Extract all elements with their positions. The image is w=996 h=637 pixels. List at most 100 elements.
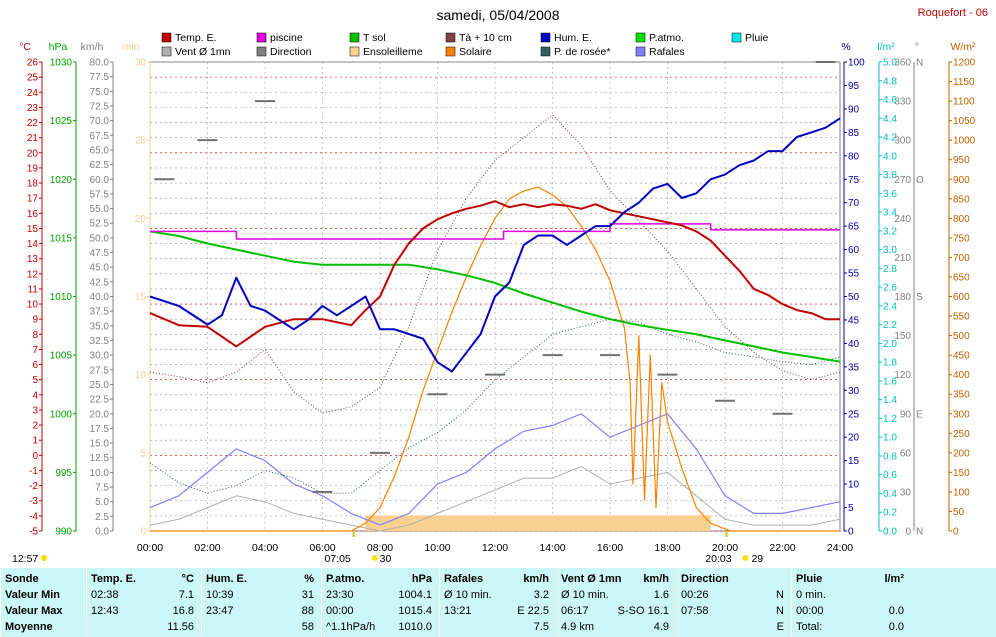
- dir-tick-label: 90: [900, 409, 912, 420]
- x-tick-label: 22:00: [769, 542, 795, 554]
- weather-chart: samedi, 05/04/2008 Roquefort - 06 Temp. E.…: [12, 7, 988, 565]
- summary-column: Sonde Valeur Min Valeur Max Moyenne: [0, 568, 87, 637]
- wind-tick-label: 37.5: [90, 307, 110, 318]
- summary-unit: km/h: [523, 573, 549, 585]
- wind-tick-label: 42.5: [90, 277, 110, 288]
- hum-tick-label: 45: [848, 315, 860, 326]
- summary-unit: hPa: [411, 573, 432, 585]
- legend-swatch: [161, 32, 172, 43]
- summary-header: Vent Ø 1mn: [561, 573, 622, 585]
- summary-time: Ø 10 min.: [444, 589, 492, 601]
- rain-tick-label: 0.4: [883, 489, 897, 500]
- legend-label: Temp. E.: [175, 32, 216, 44]
- press-tick-label: 1010: [50, 292, 73, 303]
- summary-value: 1015.4: [398, 605, 432, 617]
- summary-time: 23:47: [206, 605, 234, 617]
- solar-tick-label: 900: [953, 175, 970, 186]
- temp-tick-label: 4: [32, 390, 38, 401]
- solar-tick-label: 250: [953, 429, 970, 440]
- hum-tick-label: 50: [848, 292, 860, 303]
- solar-tick-label: 850: [953, 194, 970, 205]
- legend-label: Tà + 10 cm: [459, 32, 512, 44]
- legend-label: Vent Ø 1mn: [175, 46, 231, 58]
- dir-tick-label: 60: [900, 448, 912, 459]
- wind-tick-label: 45.0: [90, 263, 110, 274]
- summary-time: 02:38: [91, 589, 119, 601]
- temp-tick-label: 7: [32, 345, 38, 356]
- hum-tick-label: 15: [848, 456, 860, 467]
- x-tick-label: 20:00: [712, 542, 738, 554]
- temp-tick-label: 25: [27, 73, 39, 84]
- dir-letter-label: N: [916, 58, 923, 69]
- summary-time: Ø 10 min.: [561, 589, 609, 601]
- wind-tick-label: 30.0: [90, 351, 110, 362]
- solar-tick-label: 650: [953, 272, 970, 283]
- series-line-rafales: [149, 413, 841, 526]
- summary-header: Direction: [681, 573, 729, 585]
- wind-tick-label: 67.5: [90, 131, 110, 142]
- x-tick-label: 12:00: [482, 542, 508, 554]
- min-tick-label: 30: [135, 58, 147, 69]
- solar-tick-label: 350: [953, 390, 970, 401]
- wind-tick-label: 25.0: [90, 380, 110, 391]
- press-tick-label: 995: [55, 468, 72, 479]
- hum-tick-label: 75: [848, 175, 860, 186]
- summary-value: 7.5: [533, 621, 549, 633]
- hum-tick-label: 5: [848, 503, 854, 514]
- dir-tick-label: 240: [894, 214, 911, 225]
- wind-tick-label: 27.5: [90, 365, 110, 376]
- legend-label: T sol: [363, 32, 386, 44]
- summary-table: Sonde Valeur Min Valeur Max Moyenne Temp. E.…: [0, 568, 996, 637]
- min-tick-label: 15: [135, 292, 147, 303]
- summary-row-label: Valeur Min: [5, 589, 61, 601]
- x-tick-label: 06:00: [309, 542, 335, 554]
- solar-tick-label: 300: [953, 409, 970, 420]
- rain-tick-label: 0.2: [883, 508, 897, 519]
- hum-tick-label: 90: [848, 104, 860, 115]
- dir-tick-label: 120: [894, 370, 911, 381]
- rain-tick-label: 3.6: [883, 189, 897, 200]
- hum-tick-label: 25: [848, 409, 860, 420]
- temp-tick-label: 2: [32, 421, 38, 432]
- temp-tick-label: -1: [29, 466, 38, 477]
- x-tick-label: 14:00: [539, 542, 565, 554]
- rain-tick-label: 2.6: [883, 283, 897, 294]
- press-tick-label: 1030: [50, 58, 73, 69]
- rain-tick-label: 2.2: [883, 320, 897, 331]
- rain-tick-label: 1.2: [883, 414, 897, 425]
- rain-tick-label: 0.6: [883, 470, 897, 481]
- rain-unit-label: l/m²: [877, 41, 895, 53]
- solar-tick-label: 450: [953, 351, 970, 362]
- series-line-vent-1mn: [149, 466, 841, 532]
- summary-column: Hum. E.% 10:39 31 23:47 88 58: [201, 568, 322, 637]
- summary-time: 4.9 km: [561, 621, 595, 633]
- summary-value: N: [776, 605, 784, 617]
- temp-tick-label: 5: [32, 375, 38, 386]
- solar-tick-label: 200: [953, 448, 970, 459]
- hum-tick-label: 60: [848, 245, 860, 256]
- summary-time: 23:30: [326, 589, 354, 601]
- rain-tick-label: 1.4: [883, 395, 897, 406]
- legend-swatch: [445, 32, 456, 43]
- summary-value: 0.0: [888, 621, 904, 633]
- legend-swatch: [349, 46, 360, 57]
- x-tick-label: 24:00: [827, 542, 853, 554]
- temp-tick-label: 26: [27, 58, 39, 69]
- legend-label: piscine: [270, 32, 303, 44]
- wind-tick-label: 22.5: [90, 395, 110, 406]
- wind-tick-label: 7.5: [95, 483, 109, 494]
- summary-value: 16.8: [172, 605, 194, 617]
- summary-time: 0 min.: [796, 589, 826, 601]
- dir-letter-label: E: [916, 409, 923, 420]
- summary-value: 3.2: [533, 589, 549, 601]
- press-tick-label: 1000: [50, 409, 73, 420]
- wind-tick-label: 75.0: [90, 87, 110, 98]
- x-tick-label: 04:00: [252, 542, 278, 554]
- min-tick-label: 25: [135, 136, 147, 147]
- solar-tick-label: 50: [953, 507, 965, 518]
- series-line-temp-e-: [149, 200, 840, 348]
- solar-tick-label: 1150: [953, 77, 975, 88]
- wind-tick-label: 20.0: [90, 409, 110, 420]
- wind-tick-label: 5.0: [95, 497, 109, 508]
- hum-tick-label: 30: [848, 386, 860, 397]
